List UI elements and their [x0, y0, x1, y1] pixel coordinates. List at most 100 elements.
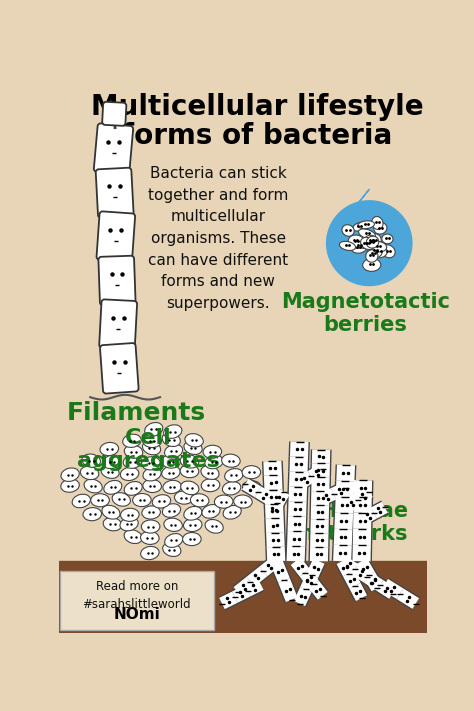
- Ellipse shape: [141, 520, 160, 533]
- Polygon shape: [327, 189, 412, 286]
- Ellipse shape: [152, 495, 171, 508]
- Ellipse shape: [363, 259, 381, 272]
- Ellipse shape: [223, 506, 241, 519]
- Ellipse shape: [81, 466, 99, 480]
- Ellipse shape: [164, 533, 182, 547]
- Ellipse shape: [368, 245, 382, 257]
- Ellipse shape: [142, 456, 160, 470]
- Ellipse shape: [370, 241, 387, 252]
- Ellipse shape: [203, 445, 222, 459]
- Ellipse shape: [102, 506, 120, 519]
- Ellipse shape: [163, 481, 182, 493]
- Ellipse shape: [61, 479, 79, 492]
- FancyBboxPatch shape: [100, 343, 138, 393]
- Ellipse shape: [358, 229, 375, 239]
- Ellipse shape: [365, 235, 378, 246]
- Text: Hyphae
networks: Hyphae networks: [299, 501, 408, 545]
- FancyBboxPatch shape: [97, 211, 135, 262]
- Ellipse shape: [371, 246, 387, 258]
- FancyBboxPatch shape: [96, 168, 134, 218]
- Ellipse shape: [142, 506, 160, 519]
- FancyBboxPatch shape: [99, 299, 137, 349]
- Ellipse shape: [234, 495, 252, 508]
- Ellipse shape: [205, 455, 223, 469]
- Ellipse shape: [350, 236, 362, 245]
- Ellipse shape: [124, 530, 142, 543]
- Ellipse shape: [123, 434, 141, 447]
- Ellipse shape: [120, 518, 138, 531]
- Text: NOmi: NOmi: [113, 607, 160, 622]
- Ellipse shape: [72, 494, 91, 508]
- Ellipse shape: [82, 454, 100, 467]
- Ellipse shape: [348, 235, 365, 248]
- Ellipse shape: [214, 495, 233, 508]
- FancyBboxPatch shape: [99, 256, 136, 305]
- Ellipse shape: [243, 481, 261, 493]
- Ellipse shape: [133, 493, 151, 507]
- Bar: [59, 561, 427, 633]
- Text: Magnetotactic
berries: Magnetotactic berries: [281, 292, 450, 335]
- Ellipse shape: [164, 424, 182, 439]
- Ellipse shape: [184, 506, 202, 520]
- Ellipse shape: [84, 479, 102, 493]
- Ellipse shape: [180, 455, 199, 468]
- Ellipse shape: [140, 531, 159, 545]
- Ellipse shape: [162, 433, 180, 447]
- Ellipse shape: [222, 454, 240, 467]
- Ellipse shape: [191, 493, 209, 507]
- Ellipse shape: [342, 225, 354, 236]
- Ellipse shape: [174, 491, 193, 504]
- Ellipse shape: [103, 455, 121, 469]
- Ellipse shape: [112, 493, 130, 506]
- Ellipse shape: [145, 422, 163, 437]
- Ellipse shape: [164, 444, 182, 458]
- Ellipse shape: [225, 469, 243, 482]
- Ellipse shape: [202, 505, 220, 518]
- Ellipse shape: [143, 434, 162, 448]
- Ellipse shape: [162, 455, 180, 468]
- Text: Cell
aggregates: Cell aggregates: [77, 428, 220, 471]
- FancyBboxPatch shape: [102, 102, 127, 126]
- Ellipse shape: [184, 441, 202, 454]
- Text: Multicellular lifestyle: Multicellular lifestyle: [91, 93, 423, 121]
- Ellipse shape: [103, 518, 122, 531]
- Ellipse shape: [374, 223, 387, 234]
- FancyBboxPatch shape: [60, 571, 214, 631]
- FancyBboxPatch shape: [94, 124, 133, 174]
- Ellipse shape: [183, 518, 202, 532]
- Text: Filaments: Filaments: [67, 401, 206, 425]
- Ellipse shape: [123, 455, 142, 469]
- Ellipse shape: [143, 441, 161, 455]
- Ellipse shape: [83, 508, 101, 520]
- Ellipse shape: [61, 468, 79, 481]
- Ellipse shape: [352, 240, 368, 250]
- Ellipse shape: [120, 508, 139, 521]
- Ellipse shape: [366, 236, 379, 248]
- Ellipse shape: [382, 234, 393, 244]
- Ellipse shape: [366, 250, 378, 262]
- Ellipse shape: [143, 479, 162, 493]
- Ellipse shape: [382, 245, 395, 258]
- Ellipse shape: [201, 466, 219, 479]
- Ellipse shape: [101, 465, 119, 479]
- Ellipse shape: [180, 464, 199, 478]
- Ellipse shape: [182, 533, 201, 545]
- Ellipse shape: [124, 445, 143, 459]
- Ellipse shape: [163, 503, 181, 518]
- Ellipse shape: [120, 467, 139, 481]
- Ellipse shape: [162, 466, 180, 479]
- Ellipse shape: [201, 479, 220, 492]
- Ellipse shape: [104, 481, 122, 494]
- Ellipse shape: [181, 481, 199, 495]
- Ellipse shape: [100, 442, 118, 456]
- Text: Bacteria can stick
together and form
multicellular
organisms. These
can have dif: Bacteria can stick together and form mul…: [148, 166, 288, 311]
- Ellipse shape: [222, 481, 241, 495]
- Ellipse shape: [364, 237, 380, 249]
- Text: forms of bacteria: forms of bacteria: [122, 122, 392, 150]
- Ellipse shape: [351, 242, 367, 253]
- Ellipse shape: [164, 518, 182, 531]
- Ellipse shape: [358, 221, 374, 229]
- Ellipse shape: [163, 543, 181, 557]
- Ellipse shape: [366, 248, 380, 260]
- Ellipse shape: [367, 234, 381, 247]
